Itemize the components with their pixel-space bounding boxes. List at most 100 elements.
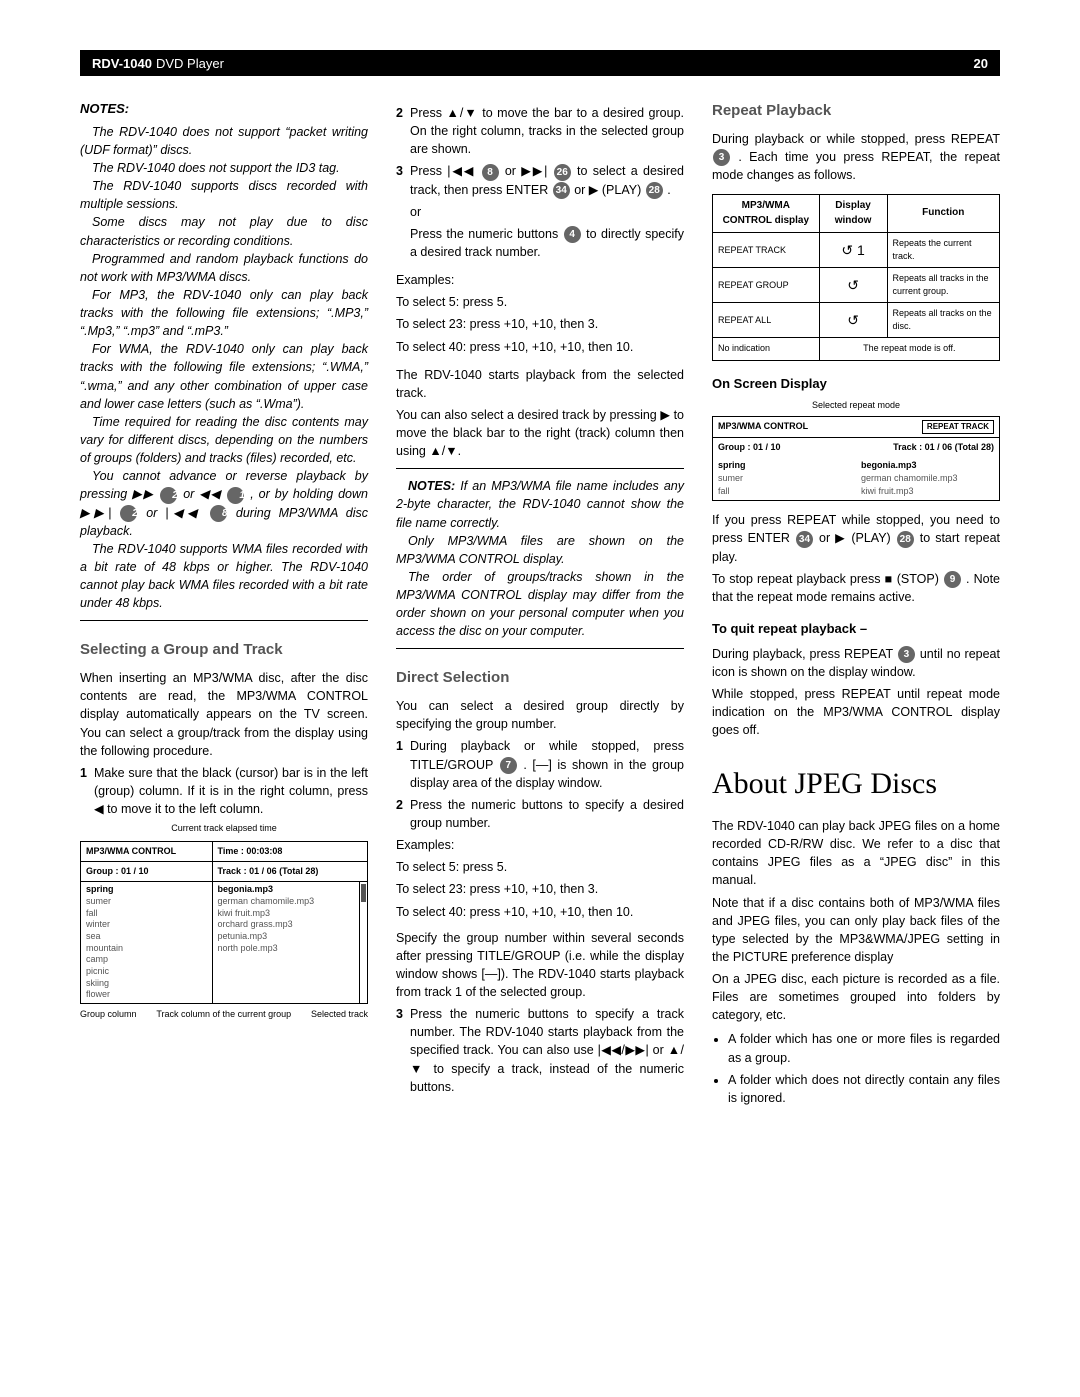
osd-list-item: flower bbox=[86, 989, 207, 1001]
direct-intro: You can select a desired group directly … bbox=[396, 697, 684, 733]
t: Press |◀◀ bbox=[410, 164, 481, 178]
header-model: RDV-1040 bbox=[92, 56, 152, 71]
example-line: To select 23: press +10, +10, then 3. bbox=[396, 315, 684, 333]
osd-scrollbar bbox=[359, 882, 367, 1003]
rt-mode: REPEAT TRACK bbox=[713, 233, 820, 268]
osd-list-item: begonia.mp3 bbox=[218, 884, 362, 896]
section-selecting: Selecting a Group and Track bbox=[80, 639, 368, 661]
key-badge: 29 bbox=[160, 487, 177, 504]
header-page: 20 bbox=[974, 56, 988, 71]
repeat-table: MP3/WMA CONTROL display Display window F… bbox=[712, 194, 1000, 360]
section-jpeg: About JPEG Discs bbox=[712, 768, 1000, 800]
rt-fn: The repeat mode is off. bbox=[819, 338, 999, 360]
step-num: 3 bbox=[396, 1005, 410, 1096]
osd2-tag: REPEAT TRACK bbox=[922, 420, 994, 434]
note-advance: You cannot advance or reverse playback b… bbox=[80, 467, 368, 540]
rt-fn: Repeats the current track. bbox=[887, 233, 999, 268]
rt-h2: Display window bbox=[819, 195, 887, 233]
examples-label: Examples: bbox=[396, 271, 684, 289]
osd-list-item: sea bbox=[86, 931, 207, 943]
osd-track-list: begonia.mp3 german chamomile.mp3 kiwi fr… bbox=[213, 882, 367, 1003]
t: During playback, press REPEAT bbox=[712, 647, 897, 661]
sel-steps-cont: 2 Press ▲/▼ to move the bar to a desired… bbox=[396, 104, 684, 199]
step-num: 2 bbox=[396, 104, 410, 158]
key-badge: 10 bbox=[227, 487, 244, 504]
osd-repeat-block: On Screen Display Selected repeat mode M… bbox=[712, 375, 1000, 502]
osd-list-item: german chamomile.mp3 bbox=[861, 472, 994, 485]
notes-heading: NOTES: bbox=[80, 100, 368, 119]
quit-p2: While stopped, press REPEAT until repeat… bbox=[712, 685, 1000, 739]
note-item: The RDV-1040 does not support “packet wr… bbox=[80, 123, 368, 159]
step-num: 1 bbox=[396, 737, 410, 791]
examples-label: Examples: bbox=[396, 836, 684, 854]
osd-hdr-right: Time : 00:03:08 bbox=[213, 842, 367, 861]
note-item: Some discs may not play due to disc char… bbox=[80, 213, 368, 249]
repeat-p2: To stop repeat playback press ■ (STOP) 9… bbox=[712, 570, 1000, 606]
notes-heading: NOTES: bbox=[408, 479, 455, 493]
repeat-intro: During playback or while stopped, press … bbox=[712, 130, 1000, 184]
t: or ▶ (PLAY) bbox=[574, 183, 645, 197]
note-item: Time required for reading the disc conte… bbox=[80, 413, 368, 467]
section-direct: Direct Selection bbox=[396, 667, 684, 689]
osd-group: Group : 01 / 10 bbox=[81, 862, 213, 881]
rt-mode: REPEAT GROUP bbox=[713, 268, 820, 303]
key-badge: 34 bbox=[796, 531, 813, 548]
example-line: To select 5: press 5. bbox=[396, 858, 684, 876]
step-num: 2 bbox=[396, 796, 410, 832]
osd-display: MP3/WMA CONTROL Time : 00:03:08 Group : … bbox=[80, 841, 368, 1004]
step-num: 1 bbox=[80, 764, 94, 818]
step3: Press |◀◀ 8 or ▶▶| 26 to select a desire… bbox=[410, 162, 684, 198]
key-badge: 3 bbox=[713, 149, 730, 166]
osd-caption: Selected track bbox=[311, 1008, 368, 1021]
divider bbox=[80, 620, 368, 621]
osd2-right-list: begonia.mp3 german chamomile.mp3 kiwi fr… bbox=[856, 457, 999, 500]
t: or ◀◀ bbox=[183, 487, 226, 501]
direct-steps-2: 3 Press the numeric buttons to specify a… bbox=[396, 1005, 684, 1096]
direct-steps: 1 During playback or while stopped, pres… bbox=[396, 737, 684, 832]
osd-list-item: spring bbox=[718, 459, 851, 472]
osd-list-item: mountain bbox=[86, 943, 207, 955]
also-select: You can also select a desired track by p… bbox=[396, 406, 684, 460]
t: or ▶▶| bbox=[505, 164, 553, 178]
step2: Press ▲/▼ to move the bar to a desired g… bbox=[410, 104, 684, 158]
mid-notes: NOTES: If an MP3/WMA file name includes … bbox=[396, 477, 684, 531]
jpeg-bullet: A folder which does not directly contain… bbox=[728, 1071, 1000, 1107]
osd-list-item: fall bbox=[718, 485, 851, 498]
rt-mode: REPEAT ALL bbox=[713, 303, 820, 338]
key-badge: 8 bbox=[482, 164, 499, 181]
osd-list-item: petunia.mp3 bbox=[218, 931, 362, 943]
osd-repeat-caption: Selected repeat mode bbox=[712, 399, 1000, 412]
note-item: The order of groups/tracks shown in the … bbox=[396, 568, 684, 641]
jpeg-p3: On a JPEG disc, each picture is recorded… bbox=[712, 970, 1000, 1024]
osd-list-item: kiwi fruit.mp3 bbox=[861, 485, 994, 498]
note-item: For MP3, the RDV-1040 only can play back… bbox=[80, 286, 368, 340]
direct-step1: During playback or while stopped, press … bbox=[410, 737, 684, 791]
example-line: To select 40: press +10, +10, +10, then … bbox=[396, 903, 684, 921]
rt-h3: Function bbox=[887, 195, 999, 233]
t: To stop repeat playback press ■ (STOP) bbox=[712, 572, 943, 586]
t: or |◀◀ bbox=[146, 506, 209, 520]
step-num: 3 bbox=[396, 162, 410, 198]
key-badge: 26 bbox=[120, 505, 137, 522]
osd-block: Current track elapsed time MP3/WMA CONTR… bbox=[80, 822, 368, 1021]
sel-intro: When inserting an MP3/WMA disc, after th… bbox=[80, 669, 368, 760]
osd-list-item: winter bbox=[86, 919, 207, 931]
t: Press the numeric buttons bbox=[410, 227, 563, 241]
direct-step2: Press the numeric buttons to specify a d… bbox=[410, 796, 684, 832]
osd-caption-row: Group column Track column of the current… bbox=[80, 1008, 368, 1021]
key-badge: 8 bbox=[210, 505, 227, 522]
example-line: To select 5: press 5. bbox=[396, 293, 684, 311]
note-item: For WMA, the RDV-1040 only can play back… bbox=[80, 340, 368, 413]
after-select: The RDV-1040 starts playback from the se… bbox=[396, 366, 684, 402]
page-header: RDV-1040 DVD Player 20 bbox=[80, 50, 1000, 76]
key-badge: 34 bbox=[553, 182, 570, 199]
repeat-p1: If you press REPEAT while stopped, you n… bbox=[712, 511, 1000, 565]
osd2-mid-left: Group : 01 / 10 bbox=[718, 441, 781, 454]
direct-after: Specify the group number within several … bbox=[396, 929, 684, 1002]
key-badge: 4 bbox=[564, 226, 581, 243]
osd-repeat-heading: On Screen Display bbox=[712, 375, 1000, 394]
note-item: Only MP3/WMA files are shown on the MP3/… bbox=[396, 532, 684, 568]
t: or ▶ (PLAY) bbox=[819, 531, 896, 545]
quit-heading: To quit repeat playback – bbox=[712, 620, 1000, 639]
jpeg-p2: Note that if a disc contains both of MP3… bbox=[712, 894, 1000, 967]
